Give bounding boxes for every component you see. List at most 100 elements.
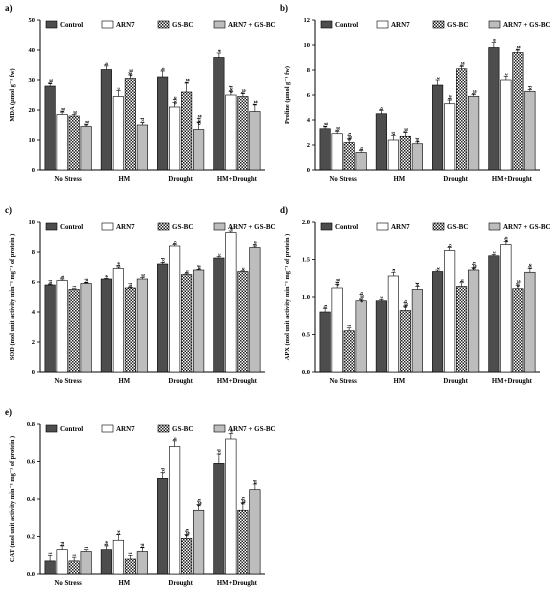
legend-swatch <box>101 222 114 231</box>
bar <box>124 78 136 171</box>
bar <box>181 538 193 575</box>
x-category-label: No Stress <box>54 580 82 587</box>
bar <box>343 330 355 373</box>
significance-label: c <box>379 295 385 298</box>
legend-swatch <box>488 20 501 29</box>
legend-swatch <box>432 222 445 231</box>
bar <box>100 278 112 373</box>
y-tick-label: 30 <box>29 77 36 84</box>
legend-label: ARN7 + GS-BC <box>228 21 276 29</box>
legend-swatch <box>432 20 445 29</box>
bar <box>399 310 411 373</box>
bar <box>136 124 148 171</box>
x-category-label: Drought <box>443 176 468 183</box>
bar <box>56 280 68 373</box>
y-axis-label: Proline (µmol g⁻¹ fw) <box>284 66 291 124</box>
significance-label: fg <box>403 128 409 133</box>
significance-label: def <box>229 86 235 94</box>
significance-label: hi <box>140 543 146 548</box>
bar <box>456 68 468 171</box>
significance-label: h <box>184 269 190 273</box>
panel-letter: e) <box>5 407 12 417</box>
significance-label: c <box>504 72 510 75</box>
y-tick-label: 0.5 <box>302 332 311 339</box>
bar <box>375 113 387 171</box>
x-category-label: No Stress <box>54 378 82 385</box>
significance-label: hi <box>128 282 134 287</box>
legend-label: ARN7 + GS-BC <box>228 425 276 433</box>
x-category-label: Drought <box>443 378 468 385</box>
chart-svg-d: d) APX (mol unit activity min⁻¹ mg⁻¹ of p… <box>280 205 550 385</box>
bar <box>100 69 112 171</box>
bar <box>68 115 80 171</box>
x-category-label: HM+Drought <box>217 176 258 183</box>
bar <box>237 96 249 171</box>
significance-label: ef <box>196 265 202 269</box>
legend-label: Control <box>60 21 83 29</box>
x-category-label: HM <box>119 378 131 385</box>
bar <box>124 287 136 373</box>
y-tick-label: 2.0 <box>302 219 310 226</box>
significance-label: cd <box>160 257 166 263</box>
legend-swatch <box>45 222 58 231</box>
bar <box>213 257 225 373</box>
y-tick-label: 4 <box>32 309 36 316</box>
bar <box>181 274 193 373</box>
significance-label: fg <box>459 62 465 67</box>
bar <box>157 478 169 575</box>
x-category-label: HM <box>394 176 406 183</box>
legend-label: GS-BC <box>172 21 193 29</box>
bar <box>387 139 399 171</box>
x-category-label: HM <box>119 176 131 183</box>
significance-label: g <box>140 274 146 277</box>
chart-svg-e: e) CAT (mol unit activity min⁻¹ mg⁻¹ of p… <box>5 407 276 587</box>
bar <box>157 263 169 373</box>
chart-panel-e: e) CAT (mol unit activity min⁻¹ mg⁻¹ of p… <box>0 404 276 604</box>
bar <box>468 269 480 373</box>
bar <box>249 489 261 575</box>
y-tick-label: 0.6 <box>27 459 36 466</box>
bar <box>80 551 92 575</box>
bar <box>249 247 261 373</box>
significance-label: ef <box>415 138 421 142</box>
significance-label: g <box>72 111 78 114</box>
y-tick-label: 0.8 <box>27 421 36 428</box>
significance-label: ef <box>253 480 259 484</box>
bar <box>432 84 444 171</box>
y-axis-label: CAT (mol unit activity min⁻¹ mg⁻¹ of pro… <box>9 436 16 562</box>
bar <box>80 126 92 171</box>
y-axis-label: APX (mol unit activity min⁻¹ mg⁻¹ of pro… <box>284 234 291 361</box>
legend-swatch <box>376 222 389 231</box>
y-axis-label: MDA (µmol g⁻¹ fw) <box>9 68 16 121</box>
x-category-label: Drought <box>168 580 193 587</box>
bar <box>44 284 56 373</box>
legend-swatch <box>101 424 114 433</box>
significance-label: fg <box>241 89 247 94</box>
x-category-label: HM+Drought <box>217 580 258 587</box>
legend-swatch <box>320 222 333 231</box>
significance-label: c <box>217 253 223 256</box>
x-category-label: No Stress <box>329 176 357 183</box>
bar <box>500 244 512 373</box>
x-category-label: No Stress <box>54 176 82 183</box>
significance-label: a <box>217 49 223 52</box>
x-category-label: HM <box>394 378 406 385</box>
significance-label: h <box>359 146 365 150</box>
bar <box>500 79 512 171</box>
significance-label: fg <box>48 79 54 84</box>
bar <box>444 250 456 373</box>
significance-label: fgh <box>184 528 190 537</box>
bar <box>468 95 480 171</box>
y-tick-label: 0 <box>32 167 35 174</box>
significance-label: fgh <box>403 299 409 308</box>
significance-label: d <box>528 85 534 89</box>
bar <box>124 558 136 575</box>
y-tick-label: 0.0 <box>27 571 35 578</box>
bar <box>44 85 56 171</box>
significance-label: b <box>447 244 453 247</box>
y-tick-label: 2 <box>307 142 310 149</box>
y-tick-label: 50 <box>29 17 36 24</box>
bar <box>169 245 181 373</box>
bar <box>411 143 423 171</box>
bar <box>44 560 56 575</box>
